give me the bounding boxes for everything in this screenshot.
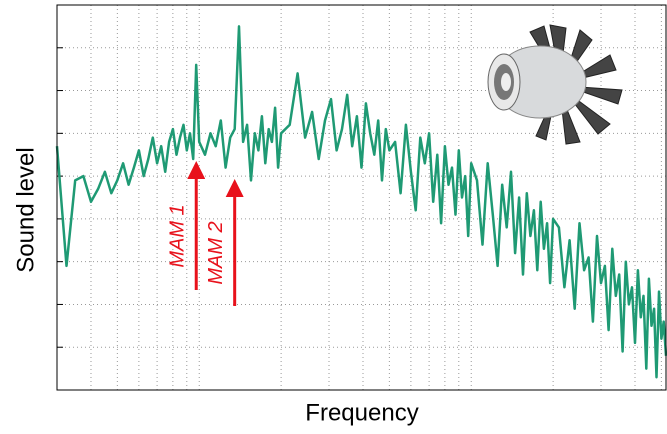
y-axis-label: Sound level bbox=[12, 147, 39, 272]
plot-frame bbox=[56, 4, 667, 391]
engine-picture bbox=[487, 24, 623, 145]
annotation-label: MAM 1 bbox=[167, 204, 189, 267]
spectrum-line bbox=[55, 25, 667, 379]
annotation-label: MAM 2 bbox=[205, 221, 227, 284]
x-axis-label: Frequency bbox=[305, 399, 418, 426]
